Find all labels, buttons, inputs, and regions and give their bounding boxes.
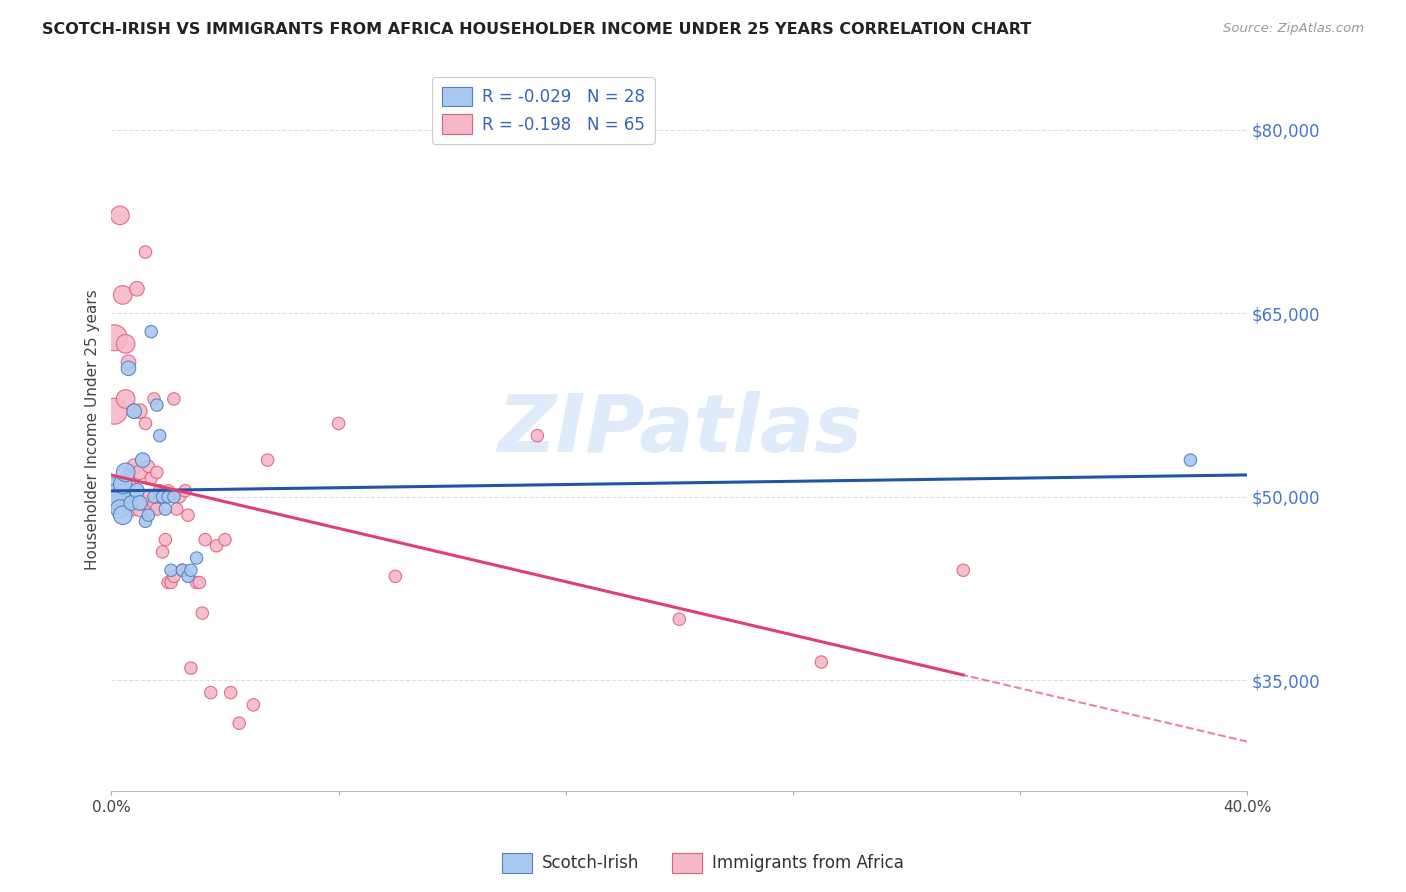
Point xyxy=(128,466,150,480)
Point xyxy=(205,539,228,553)
Point xyxy=(163,569,186,583)
Point xyxy=(149,483,172,498)
Point xyxy=(186,551,208,566)
Y-axis label: Householder Income Under 25 years: Householder Income Under 25 years xyxy=(86,289,100,570)
Point xyxy=(155,502,177,516)
Point xyxy=(163,392,186,406)
Point xyxy=(134,417,156,431)
Point xyxy=(1180,453,1202,467)
Point xyxy=(146,466,169,480)
Point xyxy=(117,361,139,376)
Point xyxy=(157,575,180,590)
Point xyxy=(114,336,136,351)
Point xyxy=(122,459,145,474)
Point xyxy=(163,490,186,504)
Point xyxy=(117,483,139,498)
Point xyxy=(149,490,172,504)
Point xyxy=(105,490,128,504)
Point xyxy=(172,563,194,577)
Point xyxy=(141,502,163,516)
Point xyxy=(152,545,174,559)
Point xyxy=(136,508,159,523)
Point xyxy=(214,533,236,547)
Point xyxy=(131,496,153,510)
Legend: R = -0.029   N = 28, R = -0.198   N = 65: R = -0.029 N = 28, R = -0.198 N = 65 xyxy=(432,77,655,144)
Point xyxy=(103,404,125,418)
Point xyxy=(111,288,134,302)
Point xyxy=(122,404,145,418)
Point xyxy=(166,502,188,516)
Point xyxy=(108,483,131,498)
Point xyxy=(228,716,250,731)
Point xyxy=(384,569,406,583)
Point xyxy=(117,355,139,369)
Point xyxy=(177,508,200,523)
Text: SCOTCH-IRISH VS IMMIGRANTS FROM AFRICA HOUSEHOLDER INCOME UNDER 25 YEARS CORRELA: SCOTCH-IRISH VS IMMIGRANTS FROM AFRICA H… xyxy=(42,22,1032,37)
Point xyxy=(186,575,208,590)
Point xyxy=(120,496,142,510)
Point xyxy=(526,428,548,442)
Point xyxy=(134,245,156,260)
Point xyxy=(155,533,177,547)
Point xyxy=(114,466,136,480)
Point xyxy=(180,563,202,577)
Point xyxy=(256,453,278,467)
Point xyxy=(128,502,150,516)
Point xyxy=(242,698,264,712)
Point xyxy=(125,483,148,498)
Point xyxy=(146,502,169,516)
Point xyxy=(103,483,125,498)
Point xyxy=(114,392,136,406)
Point xyxy=(143,496,166,510)
Point xyxy=(668,612,690,626)
Point xyxy=(180,661,202,675)
Point xyxy=(194,533,217,547)
Point xyxy=(146,398,169,412)
Legend: Scotch-Irish, Immigrants from Africa: Scotch-Irish, Immigrants from Africa xyxy=(495,847,911,880)
Point xyxy=(160,575,183,590)
Point xyxy=(328,417,350,431)
Text: ZIPatlas: ZIPatlas xyxy=(496,391,862,468)
Point xyxy=(117,477,139,491)
Point xyxy=(128,404,150,418)
Point xyxy=(810,655,832,669)
Point xyxy=(157,483,180,498)
Point xyxy=(108,502,131,516)
Text: Source: ZipAtlas.com: Source: ZipAtlas.com xyxy=(1223,22,1364,36)
Point xyxy=(141,325,163,339)
Point xyxy=(134,514,156,528)
Point xyxy=(128,496,150,510)
Point xyxy=(120,502,142,516)
Point xyxy=(188,575,211,590)
Point xyxy=(157,490,180,504)
Point xyxy=(174,483,197,498)
Point xyxy=(152,490,174,504)
Point xyxy=(122,404,145,418)
Point xyxy=(111,508,134,523)
Point xyxy=(122,490,145,504)
Point xyxy=(143,392,166,406)
Point xyxy=(219,685,242,699)
Point xyxy=(136,459,159,474)
Point xyxy=(111,477,134,491)
Point xyxy=(172,563,194,577)
Point xyxy=(108,208,131,222)
Point xyxy=(952,563,974,577)
Point xyxy=(125,496,148,510)
Point xyxy=(125,282,148,296)
Point xyxy=(141,471,163,485)
Point xyxy=(160,563,183,577)
Point xyxy=(143,490,166,504)
Point xyxy=(177,569,200,583)
Point xyxy=(191,606,214,620)
Point xyxy=(152,490,174,504)
Point xyxy=(131,453,153,467)
Point xyxy=(136,490,159,504)
Point xyxy=(149,428,172,442)
Point xyxy=(120,466,142,480)
Point xyxy=(103,331,125,345)
Point xyxy=(105,490,128,504)
Point xyxy=(200,685,222,699)
Point xyxy=(169,490,191,504)
